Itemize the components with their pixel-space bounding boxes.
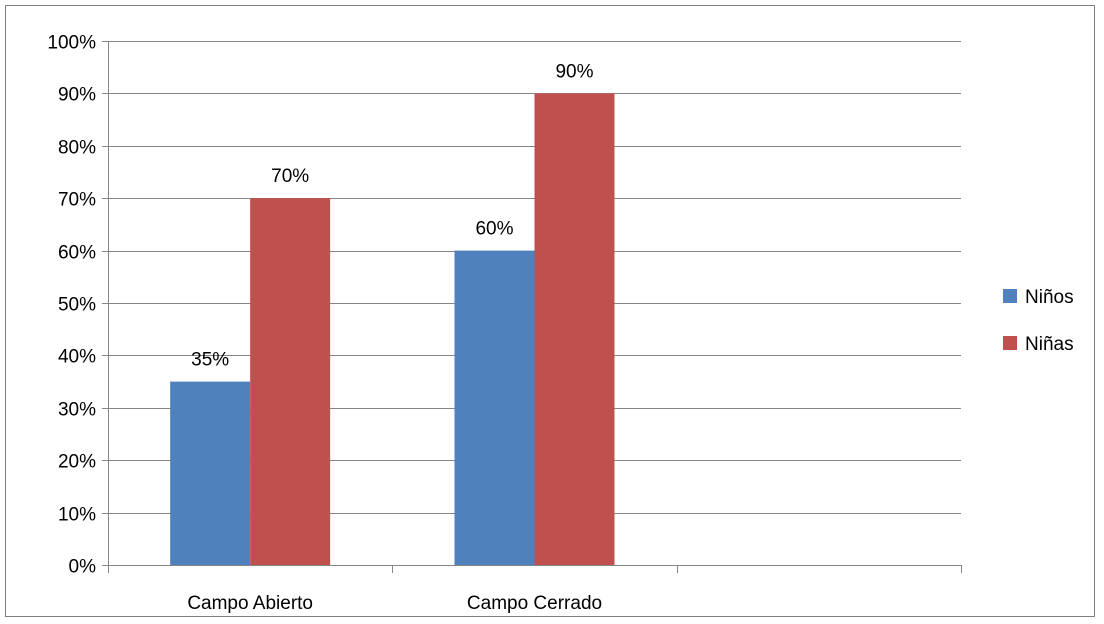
y-tick-label: 60% — [58, 243, 96, 264]
legend-label: Niñas — [1025, 334, 1074, 355]
bar — [170, 381, 251, 565]
bar — [250, 198, 331, 565]
y-tick-label: 30% — [58, 400, 96, 421]
data-label: 60% — [475, 219, 513, 240]
y-tick-label: 0% — [69, 557, 97, 578]
category-label: Campo Abierto — [187, 593, 313, 614]
legend-swatch — [1003, 336, 1017, 350]
y-tick-label: 100% — [47, 33, 96, 54]
y-tick-label: 70% — [58, 190, 96, 211]
data-label: 70% — [271, 166, 309, 187]
y-tick-label: 40% — [58, 347, 96, 368]
legend-swatch — [1003, 289, 1017, 303]
y-tick-label: 80% — [58, 138, 96, 159]
legend-label: Niños — [1025, 287, 1074, 308]
y-tick-label: 50% — [58, 295, 96, 316]
data-label: 90% — [555, 61, 593, 82]
y-tick-label: 10% — [58, 505, 96, 526]
bar — [454, 250, 535, 565]
bar — [534, 93, 615, 566]
y-tick-label: 20% — [58, 452, 96, 473]
data-label: 35% — [191, 350, 229, 371]
category-label: Campo Cerrado — [467, 593, 602, 614]
y-tick-label: 90% — [58, 85, 96, 106]
